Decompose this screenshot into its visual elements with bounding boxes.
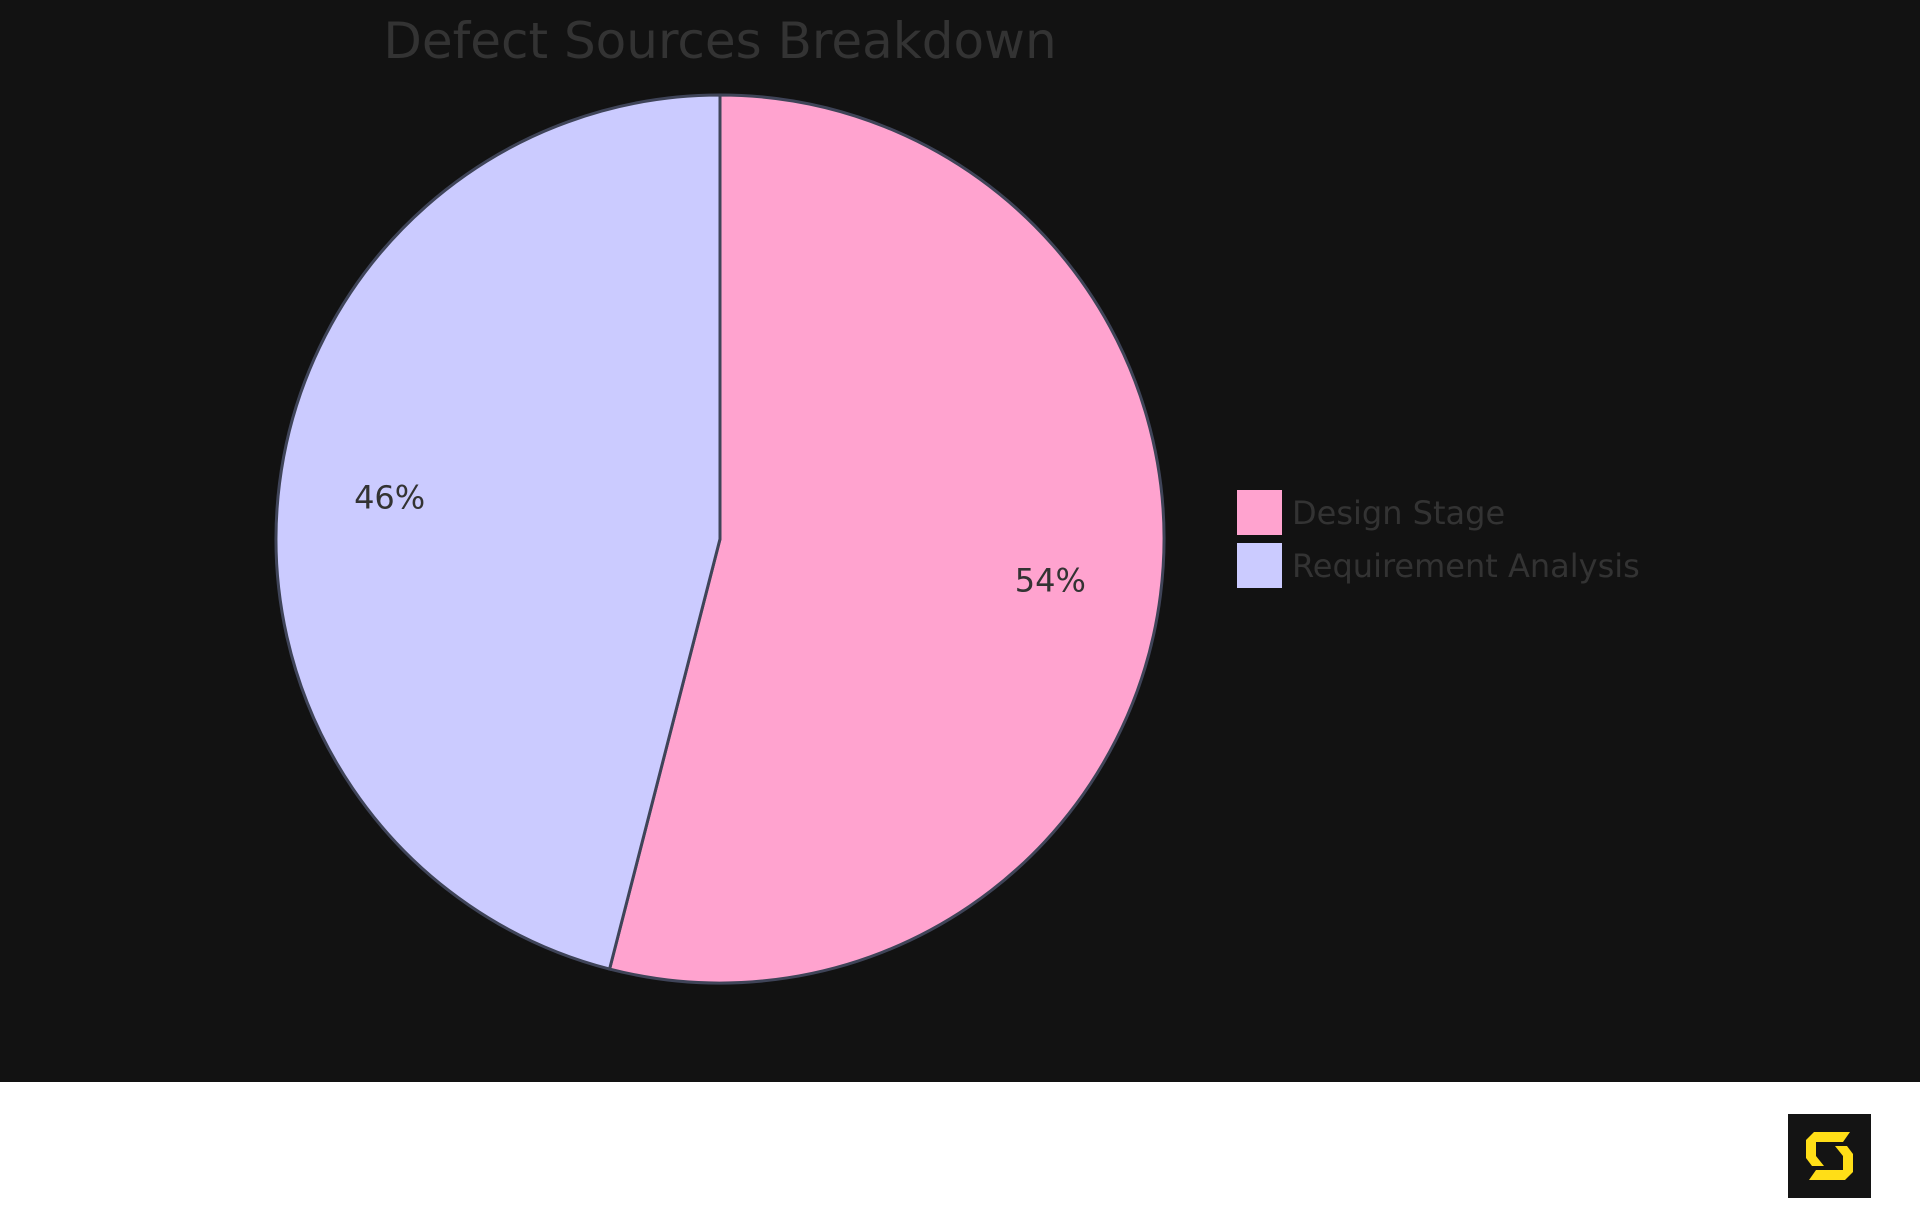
pie-chart: 54% 46% (274, 93, 1166, 985)
logo-icon (1788, 1114, 1871, 1198)
legend: Design Stage Requirement Analysis (1237, 486, 1640, 592)
legend-swatch (1237, 490, 1282, 535)
pie-slice-requirement-analysis[interactable] (274, 93, 722, 971)
legend-label: Design Stage (1292, 493, 1506, 532)
data-label: 46% (354, 478, 425, 516)
chart-area: Defect Sources Breakdown 54% 46% Design S… (0, 0, 1920, 1082)
data-label: 54% (1015, 562, 1086, 600)
pie-slice-design-stage[interactable] (607, 93, 1166, 985)
chart-title: Defect Sources Breakdown (383, 12, 1057, 70)
legend-item-design-stage[interactable]: Design Stage (1237, 486, 1640, 539)
legend-swatch (1237, 543, 1282, 588)
legend-label: Requirement Analysis (1292, 546, 1640, 585)
legend-item-requirement-analysis[interactable]: Requirement Analysis (1237, 539, 1640, 592)
